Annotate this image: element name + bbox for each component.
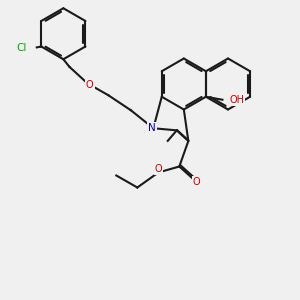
Text: O: O (154, 164, 162, 174)
Text: Cl: Cl (16, 43, 26, 53)
Text: O: O (193, 177, 200, 188)
Text: OH: OH (229, 95, 244, 105)
Text: N: N (148, 123, 156, 133)
Text: O: O (86, 80, 94, 90)
